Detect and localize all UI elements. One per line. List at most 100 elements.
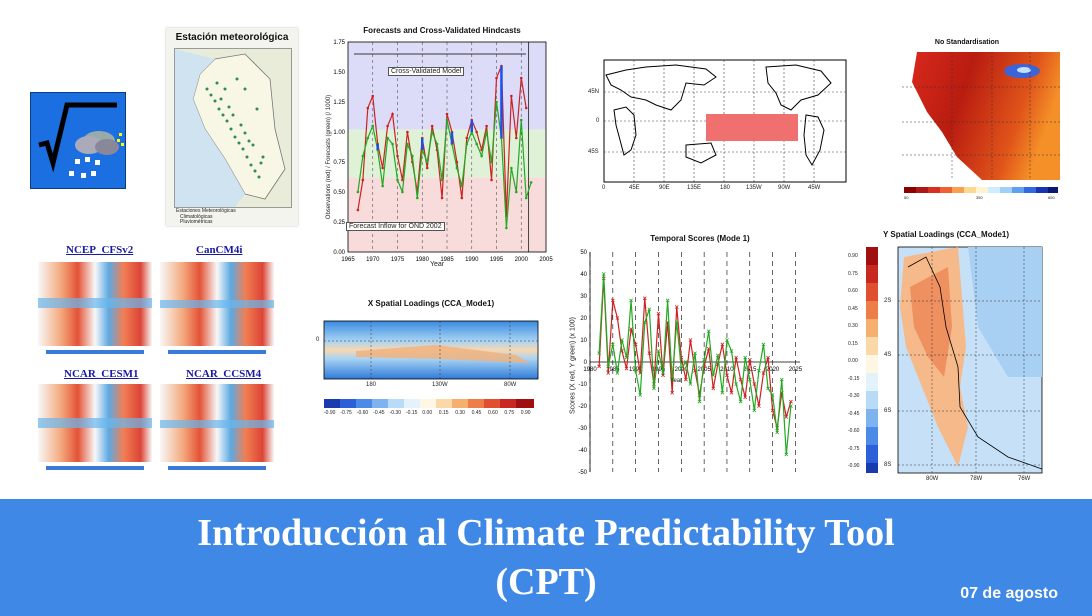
x-tick-label: 2005 [697,367,711,373]
score-marker-x [734,355,738,360]
world-lon-45w: 45W [808,185,821,191]
score-marker-y [638,393,643,397]
y-tick-label: -20 [578,404,587,410]
series-point-observations [356,208,360,212]
score-marker-y [761,342,766,347]
series-point-observations [524,106,528,110]
cpt-logo [30,92,126,189]
no-std-cb-label-last: 650 [1048,195,1055,200]
score-marker-y [597,351,602,356]
score-marker-y [725,338,729,342]
x-colorbar-label: -0.75 [340,410,352,416]
x-tick-label: 1965 [341,257,355,263]
score-marker-y [693,351,697,356]
model-map-2 [160,262,274,354]
world-map-graphic [603,59,847,183]
x-tick-label: 2025 [789,367,803,373]
y-colorbar-label: 0.45 [848,305,858,312]
series-point-forecasts [381,184,384,188]
score-marker-y [624,355,629,360]
series-point-observations [515,136,518,140]
lower-band [348,177,546,252]
series-line-forecasts [357,101,532,229]
series-point-observations [361,178,365,182]
world-lon-180: 180 [720,185,731,191]
model-maps-grid [36,258,276,478]
y-colorbar-label: 0.90 [848,253,858,259]
y-tick-label: 1.25 [333,100,345,106]
y-colorbar-label: 0.00 [848,358,858,364]
series-point-observations [519,76,523,80]
series-point-observations [396,154,399,158]
y-tick-label: 1.75 [333,40,345,46]
series-point-observations [406,130,409,134]
score-marker-x [747,357,752,362]
score-marker-y [688,382,693,386]
series-point-forecasts [425,160,429,164]
series-point-observations [386,124,389,128]
series-point-forecasts [475,142,478,146]
world-lon-135e: 135E [687,185,702,191]
x-tick-label: 1995 [490,257,504,263]
x-colorbar-label: -0.45 [373,410,385,416]
y-tick-label: -40 [578,448,587,454]
no-std-title: No Standardisation [934,39,1000,46]
score-marker-y [757,368,761,373]
world-map: 45N 0 45S 0 45E 90E 135E 180 135W 90W 45… [586,55,848,207]
score-marker-x [610,298,615,303]
series-point-observations [460,196,464,200]
y-lat-2s: 2S [884,298,892,304]
score-marker-y [601,272,606,276]
y-tick-label: 0 [584,360,588,366]
presentation-title: Introducción al Climate Predictability T… [197,512,895,554]
series-point-observations [440,196,444,200]
model-label-ncep[interactable]: NCEP_CFSv2 [66,244,134,256]
score-marker-x [729,390,734,395]
y-colorbar-label: 0.30 [848,323,858,329]
series-point-forecasts [495,100,498,104]
no-std-map: No Standardisation 50 350 650 [872,37,1062,209]
y-loadings-title: Y Spatial Loadings (CCA_Mode1) [882,230,1010,239]
score-marker-y [766,386,770,391]
forecast-annotation-bottom: Forecast Inflow for OND 2002 [346,222,445,231]
score-marker-x [656,311,661,316]
score-marker-x [629,327,633,331]
score-marker-x [624,366,629,371]
y-tick-label: -10 [578,382,587,388]
score-marker-y [720,390,725,395]
x-colorbar-label: -0.90 [324,410,336,416]
temporal-scores-ylabel: Scores (X red, Y green) (x 100) [569,317,577,415]
world-lon-90w: 90W [778,185,791,191]
score-marker-x [642,296,647,301]
score-marker-y [642,320,647,325]
y-tick-label: 50 [580,250,587,256]
model-label-cesm1[interactable]: NCAR_CESM1 [64,368,139,380]
y-tick-label: 0.50 [333,190,345,196]
presentation-date: 07 de agosto [960,585,1058,602]
score-marker-y [656,349,661,353]
score-marker-y [734,382,738,386]
score-marker-y [629,298,633,303]
y-tick-label: 0.75 [333,160,345,166]
score-marker-y [652,386,656,391]
series-point-forecasts [406,142,409,146]
world-lon-90e: 90E [659,185,670,191]
x-tick-label: 1975 [391,257,405,263]
forecast-ylabel: Observations (red) / Forecasts (green) (… [326,94,332,220]
model-label-ccsm4[interactable]: NCAR_CCSM4 [186,368,262,380]
x-colorbar-label: 0.15 [438,410,449,416]
x-colorbar-label: -0.30 [389,410,401,416]
y-colorbar-label: 0.75 [848,270,858,277]
score-marker-y [788,404,793,408]
nino-region [706,114,798,141]
score-marker-y [784,452,789,457]
x-loadings-graphic [323,320,539,408]
series-point-observations [490,178,493,182]
model-label-cancm4i[interactable]: CanCM4i [196,244,243,256]
y-tick-label: 30 [580,294,587,300]
score-marker-x [766,355,770,360]
y-lon-78w: 78W [970,476,983,482]
forecast-chart-title: Forecasts and Cross-Validated Hindcasts [363,26,521,35]
score-marker-x [752,382,757,386]
world-lon-45e: 45E [629,185,640,191]
